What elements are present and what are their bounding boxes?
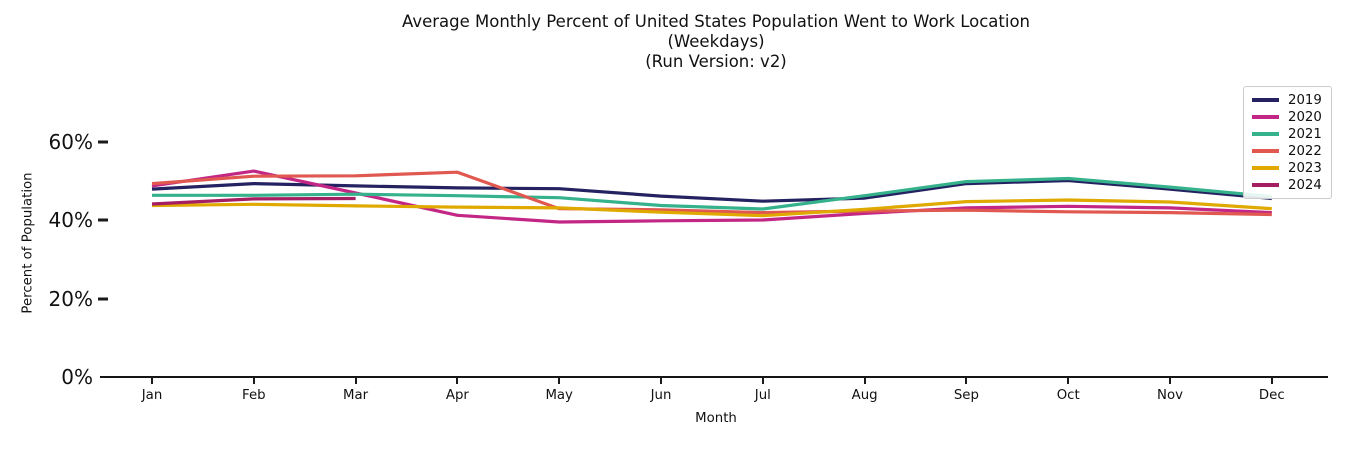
y-tick-label-20: 20% (48, 286, 93, 311)
series-line-2020 (151, 169, 1272, 224)
legend-line-icon (1252, 115, 1279, 119)
series-line-2019 (151, 178, 1272, 203)
legend-label: 2023 (1288, 160, 1322, 176)
chart-subtitle-run-version: (Run Version: v2) (645, 52, 787, 71)
x-tick-mark (761, 377, 764, 384)
x-tick-label-feb: Feb (242, 388, 266, 403)
x-tick-label-mar: Mar (343, 388, 369, 403)
x-tick-mark (1169, 377, 1171, 384)
legend-line-icon (1252, 98, 1279, 102)
x-tick-label-nov: Nov (1157, 388, 1183, 403)
series-line-2022 (151, 170, 1272, 217)
x-tick-mark (354, 377, 357, 384)
y-tick-label-40: 40% (48, 208, 93, 233)
x-tick-label-jun: Jun (650, 388, 672, 403)
series-line-2024 (151, 196, 356, 206)
y-tick-mark (98, 140, 108, 144)
legend-entry-2019: 2019 (1252, 92, 1322, 108)
x-tick-label-aug: Aug (851, 388, 878, 403)
x-tick-mark (558, 377, 561, 384)
x-tick-label-jan: Jan (141, 388, 163, 403)
legend-entry-2024: 2024 (1252, 177, 1322, 193)
x-tick-mark (252, 377, 255, 384)
legend-label: 2022 (1288, 143, 1322, 159)
legend-entry-2020: 2020 (1252, 109, 1322, 125)
legend-entry-2021: 2021 (1252, 126, 1322, 142)
x-tick-mark (965, 377, 968, 384)
x-tick-mark (456, 377, 459, 384)
y-tick-mark (98, 297, 108, 301)
legend-label: 2019 (1288, 92, 1322, 108)
legend-line-icon (1252, 149, 1279, 153)
legend-line-icon (1252, 132, 1279, 136)
x-tick-label-jul: Jul (754, 388, 771, 403)
x-tick-mark (660, 377, 662, 384)
x-tick-label-dec: Dec (1258, 388, 1285, 403)
x-tick-mark (1270, 377, 1273, 384)
legend-line-icon (1252, 183, 1279, 187)
x-tick-mark (863, 377, 866, 384)
x-tick-label-sep: Sep (953, 388, 979, 403)
x-tick-mark (1067, 377, 1070, 384)
y-tick-label-0: 0% (61, 365, 93, 389)
series-line-2023 (151, 198, 1272, 218)
legend: 2019 2020 2021 2022 2023 2024 (1243, 86, 1332, 199)
legend-label: 2020 (1288, 109, 1322, 125)
legend-line-icon (1252, 166, 1279, 170)
chart-subtitle-weekdays: (Weekdays) (667, 32, 765, 51)
legend-label: 2021 (1288, 126, 1322, 142)
legend-entry-2023: 2023 (1252, 160, 1322, 176)
x-axis-label: Month (695, 411, 737, 426)
x-tick-mark (151, 377, 153, 384)
chart-title: Average Monthly Percent of United States… (402, 12, 1030, 31)
x-axis-spine (100, 376, 1328, 378)
x-tick-label-apr: Apr (445, 388, 469, 403)
legend-label: 2024 (1288, 177, 1322, 193)
legend-entry-2022: 2022 (1252, 143, 1322, 159)
y-tick-label-60: 60% (48, 130, 93, 155)
x-tick-label-may: May (545, 388, 573, 403)
y-tick-mark (98, 218, 108, 222)
series-line-2021 (152, 176, 1272, 211)
x-tick-label-oct: Oct (1056, 388, 1080, 403)
